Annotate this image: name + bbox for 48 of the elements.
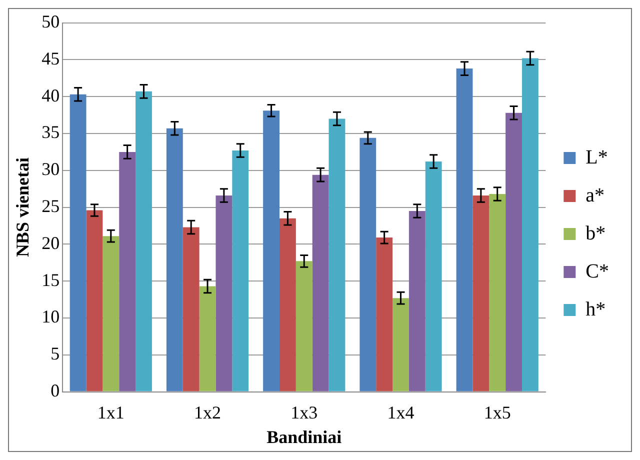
x-tick-label: 1x5 [484, 402, 511, 422]
x-tick-label: 1x4 [387, 402, 414, 422]
bar [489, 194, 506, 392]
bar [232, 150, 249, 392]
bar [166, 128, 183, 392]
bar [392, 298, 409, 392]
bar [119, 152, 136, 392]
bar [425, 162, 442, 392]
bar [136, 91, 152, 392]
bar [312, 174, 329, 392]
bar [216, 195, 232, 392]
x-tick-label: 1x3 [290, 402, 318, 422]
bar [199, 286, 216, 392]
y-tick-label: 35 [42, 122, 60, 142]
legend-label: L* [586, 146, 608, 168]
bar [102, 236, 120, 392]
bar [472, 195, 490, 392]
bar [296, 261, 312, 392]
bar [182, 227, 200, 392]
y-tick-label: 50 [42, 12, 60, 32]
bar [86, 210, 103, 392]
legend-label: a* [586, 184, 605, 206]
y-tick-label: 10 [42, 306, 60, 327]
legend-label: C* [586, 260, 610, 282]
bar [506, 112, 522, 392]
bar [408, 210, 426, 392]
y-tick-label: 30 [42, 159, 60, 180]
y-tick-label: 25 [42, 196, 60, 216]
bar [279, 218, 296, 392]
y-tick-label: 45 [42, 48, 60, 68]
x-tick-label: 1x1 [97, 402, 124, 422]
x-tick-label: 1x2 [194, 402, 222, 422]
y-tick-label: 5 [50, 344, 60, 364]
bar [376, 238, 393, 392]
x-axis-title: Bandiniai [266, 426, 342, 447]
bar [263, 110, 280, 392]
y-tick-label: 20 [42, 232, 60, 253]
legend-label: h* [586, 298, 606, 320]
legend-label: b* [586, 222, 606, 244]
bar [328, 118, 346, 392]
bar [522, 58, 538, 392]
y-tick-label: 0 [50, 380, 60, 401]
y-tick-label: 40 [42, 85, 60, 106]
bar [456, 68, 473, 392]
bar [70, 94, 86, 392]
y-tick-label: 15 [42, 270, 60, 290]
y-axis-title: NBS vienetai [12, 158, 32, 258]
bar [360, 138, 376, 392]
